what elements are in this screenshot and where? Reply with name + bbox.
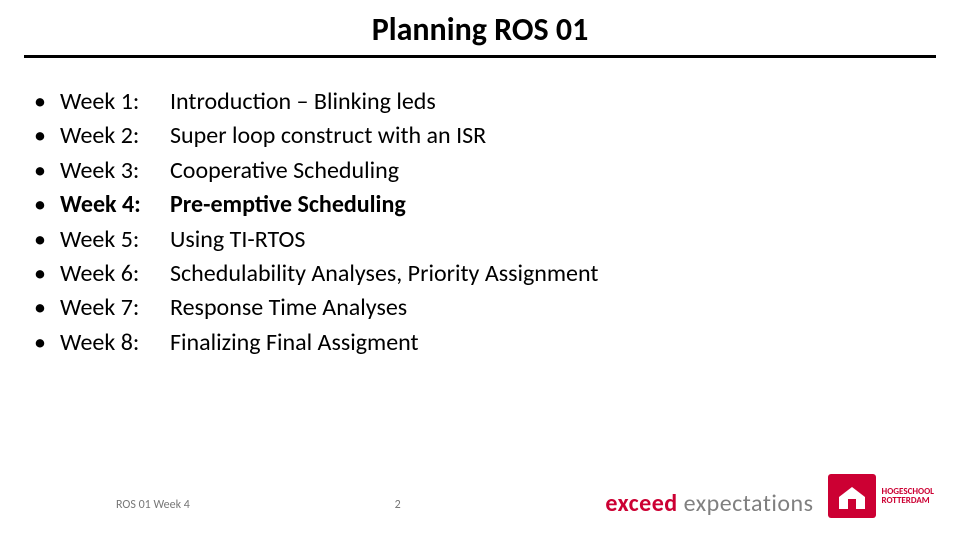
week-label: Week 3: — [60, 155, 160, 187]
list-item: • Week 8: Finalizing Final Assigment — [30, 327, 930, 359]
week-desc: Using TI-RTOS — [170, 224, 930, 256]
week-label: Week 2: — [60, 120, 160, 152]
page-title: Planning ROS 01 — [0, 0, 960, 55]
week-label: Week 8: — [60, 327, 160, 359]
bullet-icon: • — [30, 292, 50, 324]
bullet-icon: • — [30, 224, 50, 256]
week-list: • Week 1: Introduction – Blinking leds • Wee… — [30, 86, 930, 359]
bullet-icon: • — [30, 327, 50, 359]
footer: ROS 01 Week 4 2 exceed expectations HOGE… — [0, 462, 960, 518]
week-label: Week 4: — [60, 189, 160, 221]
bullet-icon: • — [30, 258, 50, 290]
week-desc: Schedulability Analyses, Priority Assign… — [170, 258, 930, 290]
brand-word-exceed: exceed — [605, 489, 677, 518]
brand-word-expectations: expectations — [684, 489, 814, 518]
week-desc: Super loop construct with an ISR — [170, 120, 930, 152]
list-item: • Week 2: Super loop construct with an ISR — [30, 120, 930, 152]
week-label: Week 1: — [60, 86, 160, 118]
list-item: • Week 4: Pre-emptive Scheduling — [30, 189, 930, 221]
list-item: • Week 6: Schedulability Analyses, Priorit… — [30, 258, 930, 290]
slide: Planning ROS 01 • Week 1: Introduction – B… — [0, 0, 960, 540]
bullet-icon: • — [30, 120, 50, 152]
week-desc: Pre-emptive Scheduling — [170, 189, 930, 221]
week-label: Week 7: — [60, 292, 160, 324]
logo-icon — [828, 474, 876, 518]
page-number: 2 — [395, 498, 401, 518]
week-label: Week 6: — [60, 258, 160, 290]
logo-text-line2: ROTTERDAM — [882, 496, 934, 505]
footer-left-text: ROS 01 Week 4 — [26, 498, 190, 518]
week-desc: Cooperative Scheduling — [170, 155, 930, 187]
week-desc: Finalizing Final Assigment — [170, 327, 930, 359]
logo-text: HOGESCHOOL ROTTERDAM — [882, 487, 934, 506]
brand-tagline: exceed expectations — [605, 489, 813, 518]
week-label: Week 5: — [60, 224, 160, 256]
list-item: • Week 5: Using TI-RTOS — [30, 224, 930, 256]
bullet-icon: • — [30, 189, 50, 221]
content-area: • Week 1: Introduction – Blinking leds • Wee… — [0, 58, 960, 359]
list-item: • Week 1: Introduction – Blinking leds — [30, 86, 930, 118]
school-logo: HOGESCHOOL ROTTERDAM — [828, 474, 934, 518]
bullet-icon: • — [30, 155, 50, 187]
footer-brand: exceed expectations HOGESCHOOL ROTTERDAM — [605, 474, 934, 518]
week-desc: Response Time Analyses — [170, 292, 930, 324]
bullet-icon: • — [30, 86, 50, 118]
list-item: • Week 3: Cooperative Scheduling — [30, 155, 930, 187]
list-item: • Week 7: Response Time Analyses — [30, 292, 930, 324]
week-desc: Introduction – Blinking leds — [170, 86, 930, 118]
